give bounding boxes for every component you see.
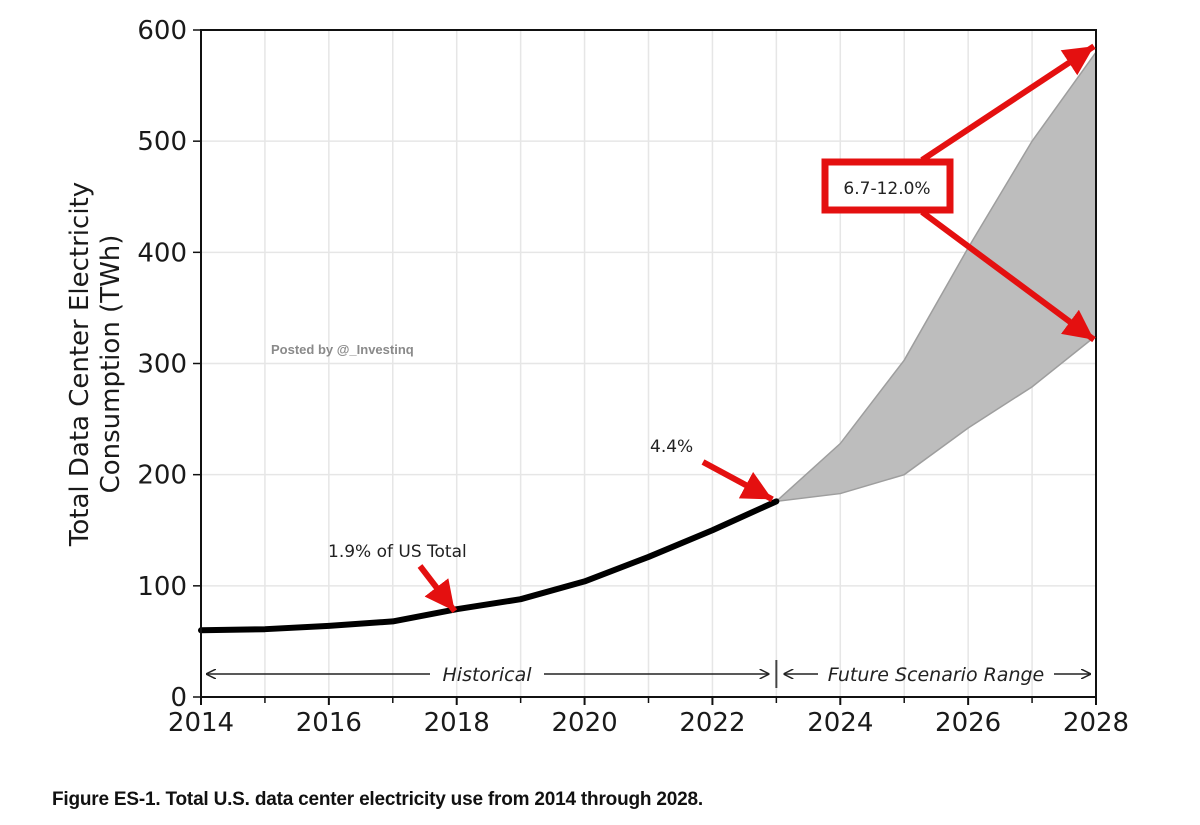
y-tick-label: 300: [137, 350, 187, 380]
figure-caption: Figure ES-1. Total U.S. data center elec…: [52, 789, 703, 810]
x-tick-label: 2016: [296, 708, 362, 738]
x-tick-label: 2020: [551, 708, 617, 738]
annotations: 1.9% of US Total 4.4% 6.7-12.0%: [328, 43, 1096, 614]
annotation-range-box: [821, 158, 954, 214]
y-axis-title-line-2: Consumption (TWh): [96, 235, 126, 494]
annotation-1-9-percent: 1.9% of US Total: [328, 542, 467, 562]
arrow-range-upper: [920, 43, 1096, 163]
x-tick-label: 2024: [807, 708, 873, 738]
annotation-4-4-percent: 4.4%: [650, 437, 693, 457]
y-axis-title-line-1: Total Data Center Electricity: [65, 182, 95, 547]
y-tick-label: 600: [137, 16, 187, 46]
watermark: Posted by @_Investinq: [271, 342, 414, 357]
y-tick-label: 0: [170, 683, 187, 713]
arrow-range-lower: [920, 209, 1096, 343]
arrow-1-9-percent: [417, 564, 458, 614]
x-tick-label: 2022: [679, 708, 745, 738]
y-axis-title: Total Data Center Electricity Consumptio…: [65, 182, 126, 547]
y-tick-label: 100: [137, 572, 187, 602]
chart: 2014 2016 2018 2020 2022 2024 2026 2028 0 100 200…: [65, 16, 1129, 738]
arrow-4-4-percent: [701, 459, 774, 502]
annotation-range-percent: 6.7-12.0%: [843, 179, 930, 199]
historical-label: Historical: [443, 664, 533, 686]
y-tick-label: 200: [137, 461, 187, 491]
future-scenario-band: [774, 49, 1097, 503]
x-tick-label: 2026: [935, 708, 1001, 738]
historical-line: [198, 498, 780, 634]
x-tick-label: 2018: [424, 708, 490, 738]
range-indicators: Historical Future Scenario Range: [207, 660, 1090, 688]
y-axis-ticks: 0 100 200 300 400 500 600: [137, 16, 201, 713]
x-tick-label: 2028: [1063, 708, 1129, 738]
x-tick-label: 2014: [168, 708, 234, 738]
y-tick-label: 400: [137, 238, 187, 268]
x-axis-ticks: 2014 2016 2018 2020 2022 2024 2026 2028: [168, 697, 1129, 738]
y-tick-label: 500: [137, 127, 187, 157]
future-scenario-label: Future Scenario Range: [828, 664, 1045, 686]
